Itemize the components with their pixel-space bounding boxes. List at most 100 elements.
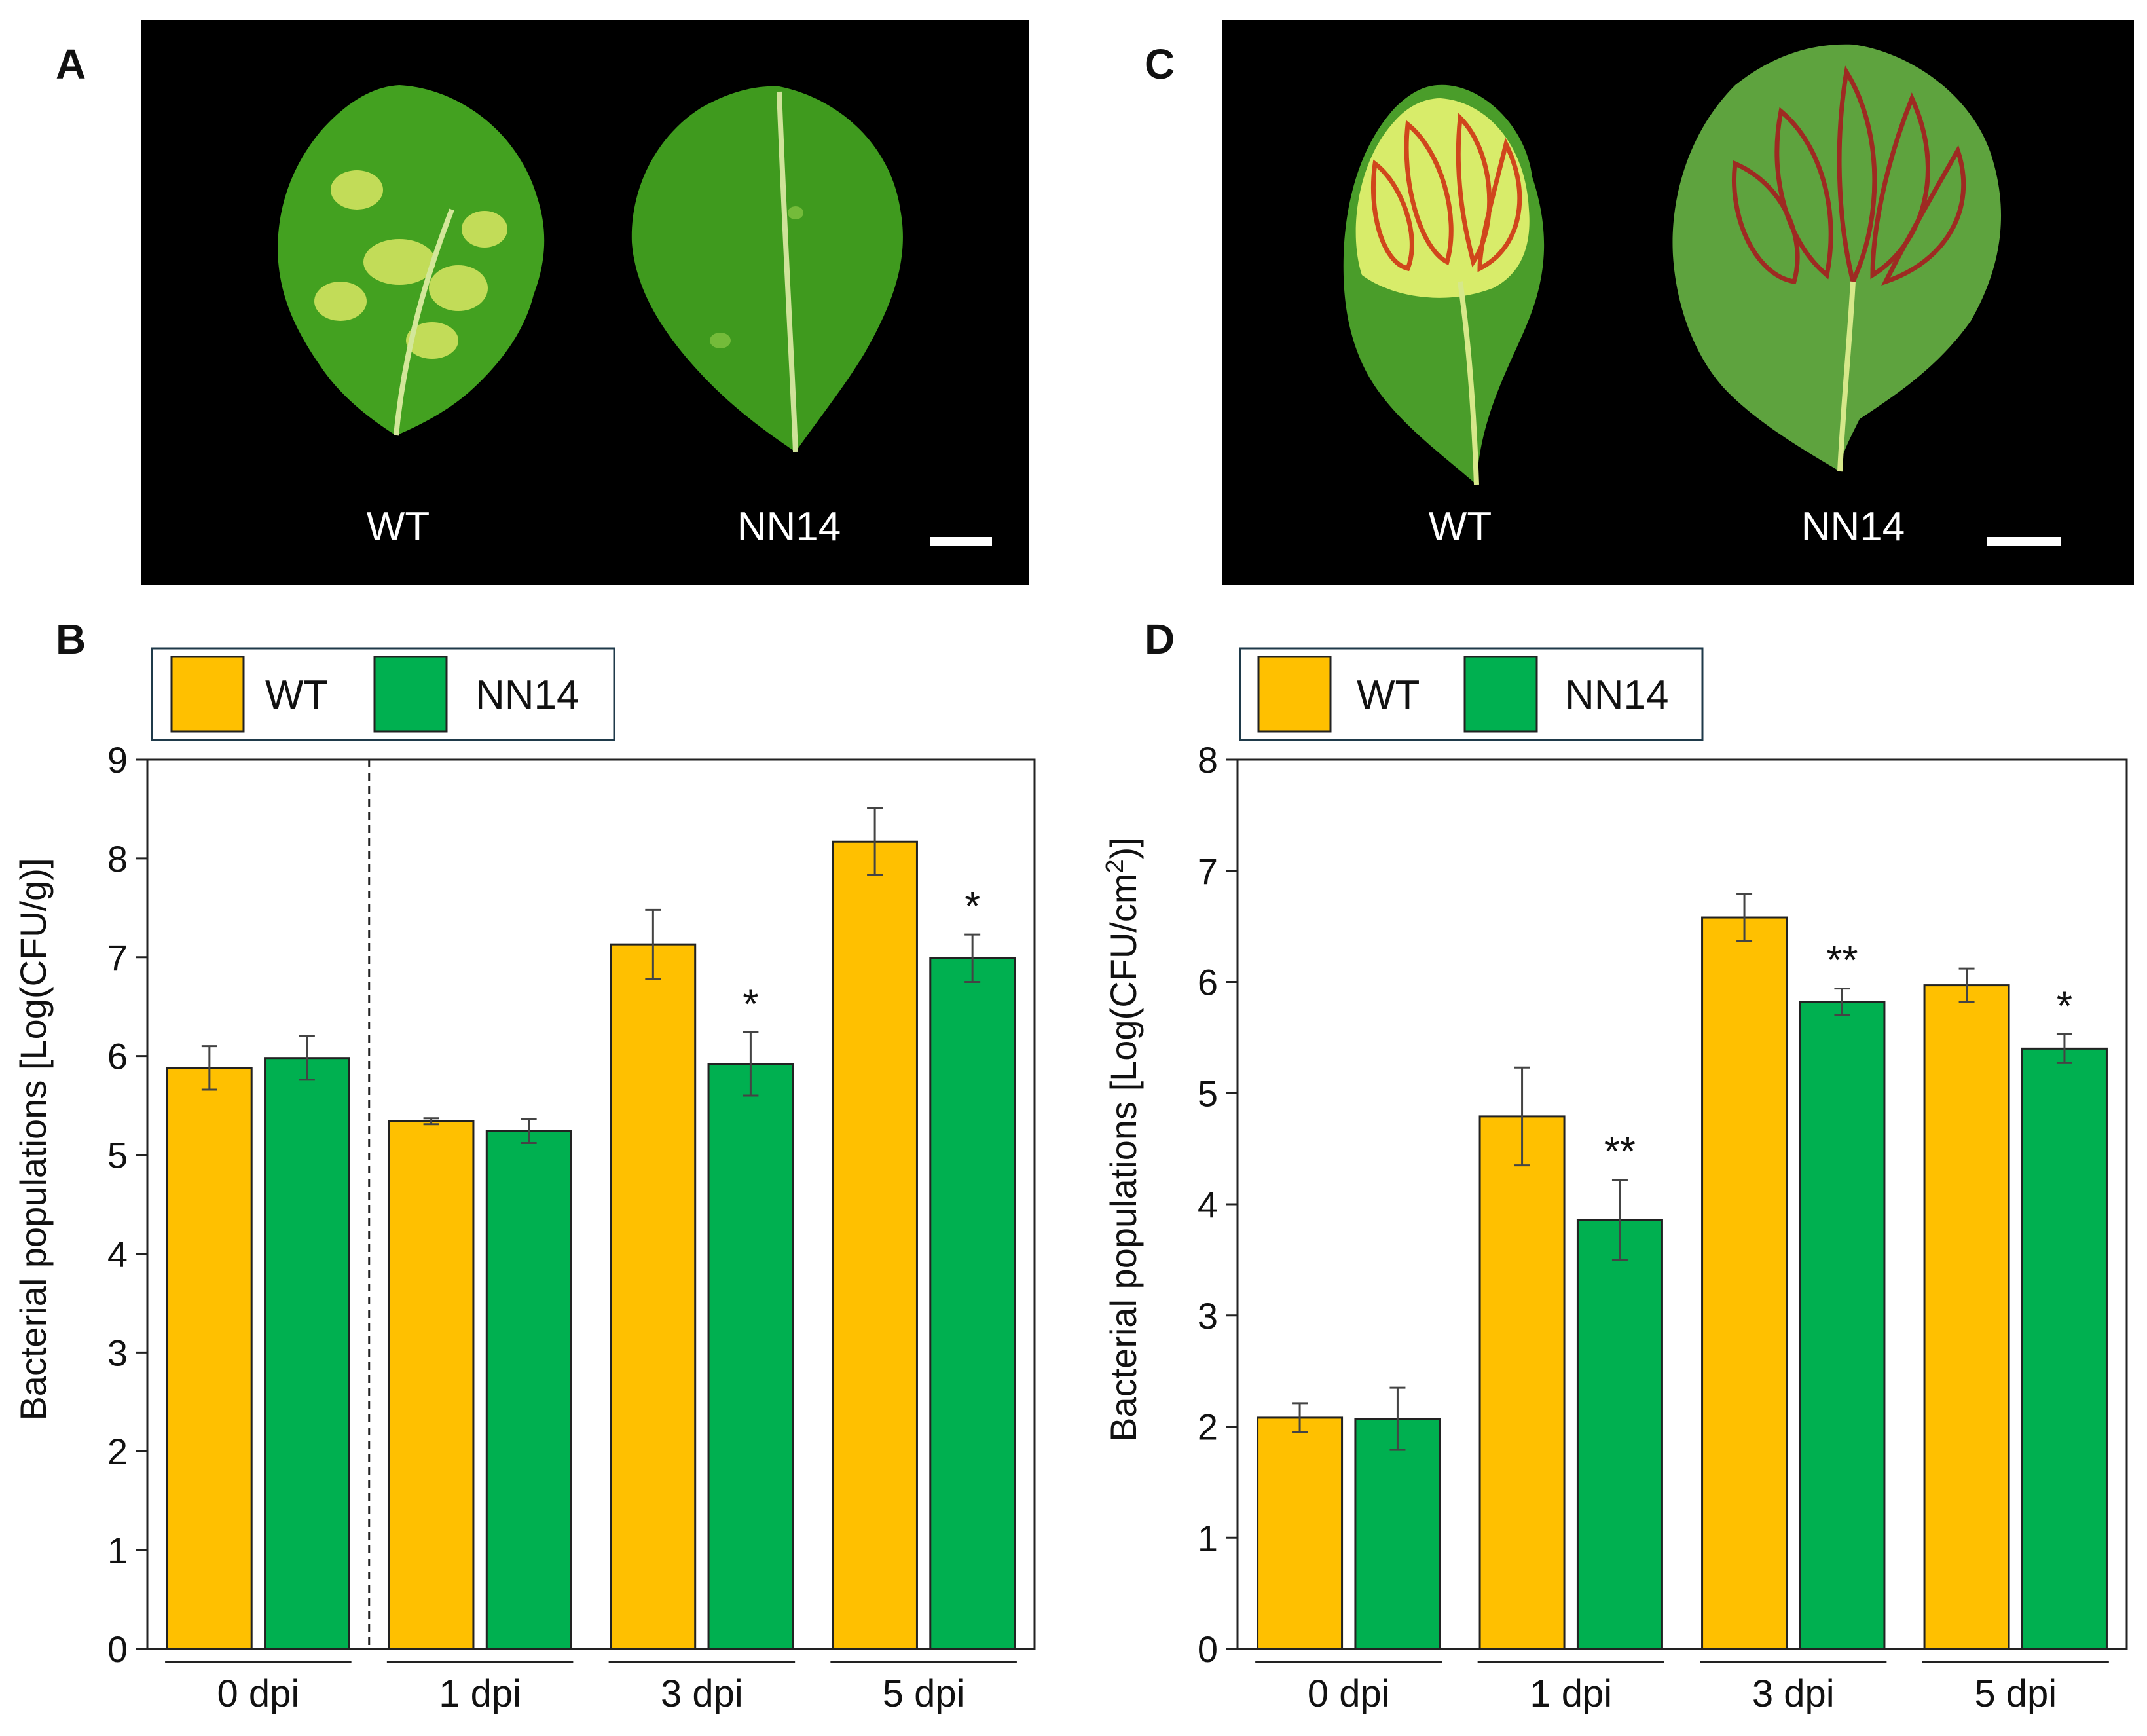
bar-wt-b (610, 943, 697, 1650)
y-tick-label-d: 0 (1198, 1629, 1218, 1670)
panel-c: WT NN14 (1222, 20, 2134, 585)
significance-mark-b: * (964, 884, 980, 929)
legend-swatch-nn14-d (1463, 656, 1538, 733)
x-category-label-b: 3 dpi (661, 1672, 743, 1715)
y-tick-label-d: 7 (1198, 851, 1218, 892)
photo-label-wt-c: WT (1429, 504, 1492, 549)
y-tick-label-b: 8 (107, 838, 128, 879)
y-tick-label-b: 2 (107, 1431, 128, 1472)
y-tick-label-d: 6 (1198, 962, 1218, 1003)
leaf-wt-a-lesion (429, 265, 488, 311)
panel-a: WT NN14 (141, 20, 1029, 585)
y-axis-label-d-superscript: 2 (1101, 859, 1129, 873)
leaf-wt-a-lesion (406, 322, 458, 359)
bar-nn14-b (929, 957, 1016, 1650)
significance-mark-d: ** (1826, 938, 1858, 984)
bar-wt-d (1478, 1115, 1566, 1650)
bar-nn14-d (1799, 1001, 1886, 1650)
y-tick-label-b: 7 (107, 937, 128, 978)
bar-nn14-b (264, 1057, 350, 1650)
y-tick-label-b: 3 (107, 1332, 128, 1373)
leaf-wt-a (278, 85, 545, 436)
bar-wt-b (166, 1067, 253, 1650)
bar-nn14-d (1354, 1418, 1441, 1650)
panel-letter-d: D (1145, 616, 1175, 663)
y-tick-label-d: 2 (1198, 1407, 1218, 1448)
bar-wt-d (1257, 1416, 1344, 1650)
y-tick-label-b: 4 (107, 1233, 128, 1274)
y-tick-label-d: 8 (1198, 739, 1218, 781)
significance-mark-d: ** (1604, 1130, 1636, 1175)
bar-nn14-b (707, 1063, 794, 1650)
leaf-wt-a-lesion (331, 170, 383, 210)
y-tick-label-d: 1 (1198, 1517, 1218, 1559)
legend-swatch-wt-d (1257, 656, 1332, 733)
leaf-wt-a-midrib (394, 208, 454, 436)
y-axis-label-d: Bacterial populations [Log(CFU/cm2)] (1101, 837, 1144, 1442)
bar-nn14-b (485, 1130, 572, 1650)
y-tick-label-b: 1 (107, 1530, 128, 1571)
y-axis-label-b: Bacterial populations [Log(CFU/g)] (12, 858, 54, 1420)
x-category-label-d: 3 dpi (1752, 1672, 1835, 1715)
leaf-wt-c-midrib (1458, 281, 1479, 485)
scale-bar-c (1987, 537, 2061, 546)
y-tick-label-b: 5 (107, 1135, 128, 1176)
scale-bar-a (930, 537, 992, 546)
leaf-nn14-a (631, 86, 903, 452)
legend-b: WT NN14 (151, 647, 615, 741)
bar-wt-b (388, 1120, 475, 1650)
leaf-wt-a-lesion (462, 211, 507, 248)
leaf-nn14-c-lesion-ring (1774, 107, 1833, 280)
leaf-nn14-c-midrib (1837, 281, 1856, 472)
y-tick-label-d: 4 (1198, 1184, 1218, 1225)
panel-letter-b: B (56, 616, 86, 663)
leaf-wt-c-lesion-ring (1404, 120, 1454, 266)
leaf-wt-c (1343, 84, 1545, 485)
panel-letter-c: C (1145, 41, 1175, 88)
x-category-label-d: 1 dpi (1530, 1672, 1612, 1715)
plot-area-d: 0 1 2 3 4 5 6 7 8 0 dpi ** 1 dpi ** 3 dpi * 5 dpi (1198, 739, 2128, 1715)
legend-swatch-wt-b (170, 656, 245, 733)
x-category-label-b: 0 dpi (217, 1672, 299, 1715)
significance-mark-d: * (2057, 984, 2072, 1029)
y-tick-label-d: 3 (1198, 1295, 1218, 1337)
panel-a-photo-background (141, 20, 1029, 585)
x-category-label-b: 5 dpi (883, 1672, 965, 1715)
photo-label-nn14-a: NN14 (737, 504, 841, 549)
leaf-nn14-a-spot (710, 333, 731, 348)
bar-wt-d (1701, 916, 1788, 1650)
panel-letter-a: A (56, 41, 86, 88)
leaf-wt-c-lesion-ring (1456, 113, 1492, 268)
leaf-nn14-c-lesion-ring (1870, 92, 1930, 280)
plot-frame-b (146, 758, 1036, 1650)
significance-mark-b: * (743, 982, 758, 1027)
legend-swatch-nn14-b (373, 656, 448, 733)
leaf-wt-c-lesion-ring (1477, 137, 1522, 272)
leaf-nn14-c-blade (1672, 44, 2002, 471)
leaf-wt-a-lesion (314, 282, 367, 321)
legend-label-wt-b: WT (265, 673, 328, 718)
leaf-nn14-c (1672, 44, 2002, 472)
y-tick-label-d: 5 (1198, 1073, 1218, 1114)
y-axis-label-d-suffix: )] (1103, 837, 1144, 859)
leaf-nn14-c-lesion-ring (1881, 145, 1966, 286)
bar-nn14-d (1576, 1219, 1663, 1650)
leaf-wt-c-lesion-ring (1371, 159, 1414, 272)
plot-area-b: 0 1 2 3 4 5 6 7 8 9 0 dpi 1 dpi * 3 dpi * 5 dpi (107, 739, 1036, 1715)
legend-label-nn14-b: NN14 (475, 673, 579, 718)
bar-nn14-d (2021, 1047, 2108, 1650)
leaf-nn14-a-blade (631, 86, 903, 452)
leaf-wt-c-chlorosis (1355, 98, 1530, 298)
legend-label-wt-d: WT (1357, 673, 1420, 718)
leaf-nn14-a-midrib (777, 91, 798, 452)
leaf-wt-a-lesion (363, 239, 435, 285)
y-axis-label-d-prefix: Bacterial populations [Log(CFU/cm (1103, 873, 1144, 1441)
y-tick-label-b: 0 (107, 1629, 128, 1670)
photo-label-nn14-c: NN14 (1801, 504, 1905, 549)
photo-label-wt-a: WT (367, 504, 430, 549)
x-category-label-d: 5 dpi (1974, 1672, 2057, 1715)
leaf-nn14-a-spot (788, 206, 803, 219)
legend-d: WT NN14 (1239, 647, 1704, 741)
x-category-label-d: 0 dpi (1308, 1672, 1390, 1715)
